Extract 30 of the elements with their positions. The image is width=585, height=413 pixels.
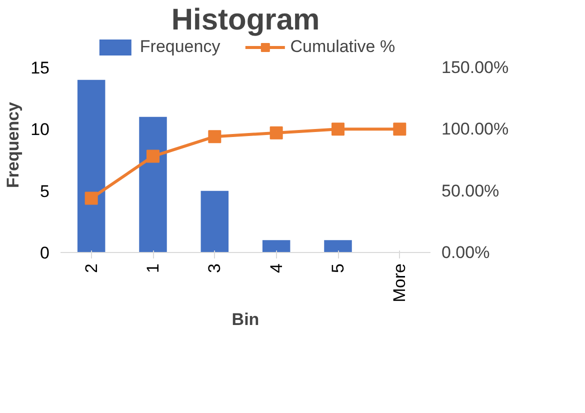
legend-label: Cumulative %	[290, 37, 396, 57]
y-tick-label: 10	[30, 120, 50, 140]
legend-label: Frequency	[140, 37, 220, 57]
y-tick-label: 0	[40, 244, 50, 262]
bar	[200, 190, 229, 252]
x-tick-label: 5	[328, 263, 348, 273]
y-tick-label: 15	[30, 58, 50, 78]
point	[208, 130, 222, 144]
bar	[139, 116, 167, 252]
x-tick-label: 2	[82, 263, 101, 273]
y2-tick-label: 50.00%	[442, 181, 500, 200]
y-tick-label: 5	[40, 182, 50, 201]
point	[393, 122, 406, 136]
chart-title: Histogram	[171, 4, 320, 36]
x-tick-label: More	[390, 263, 410, 302]
y2-tick-label: 100.00%	[442, 120, 509, 139]
x-tick-label: 3	[205, 263, 224, 273]
y-axis-title: Frequency	[4, 101, 23, 188]
point	[332, 122, 344, 136]
point	[84, 192, 98, 205]
y2-tick-label: 150.00%	[442, 58, 509, 77]
bar	[262, 240, 290, 252]
point	[146, 150, 160, 163]
y2-tick-label: 0.00%	[442, 243, 490, 262]
bar	[77, 80, 106, 252]
x-tick-label: 1	[144, 263, 162, 273]
x-axis-title: Bin	[232, 310, 260, 330]
point	[270, 126, 283, 140]
x-tick-label: 4	[266, 263, 286, 273]
bar	[324, 240, 352, 252]
